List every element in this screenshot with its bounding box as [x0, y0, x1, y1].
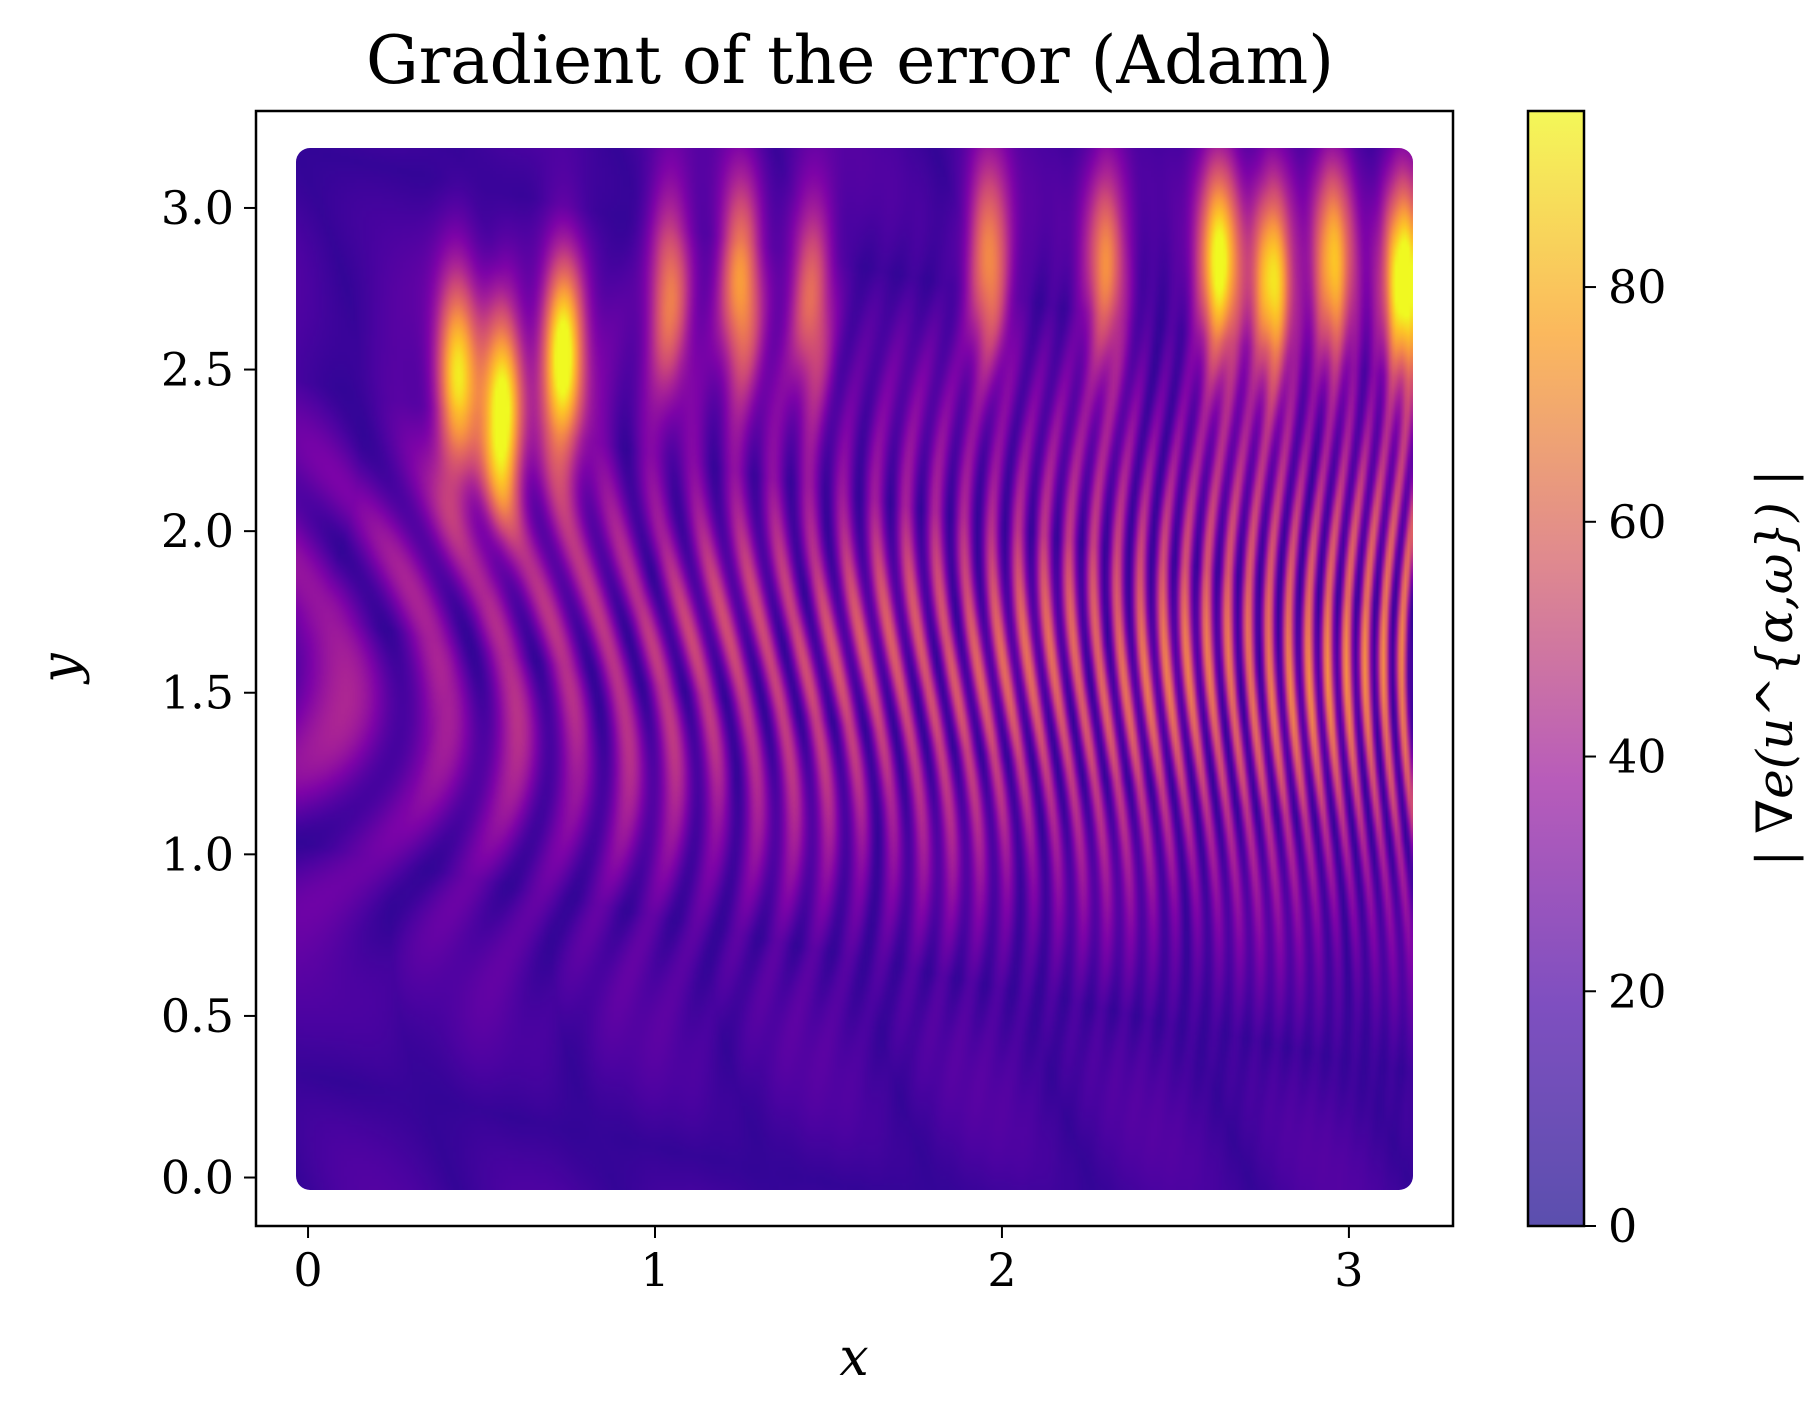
colorbar-label: | ∇e(u^{α,ω}) |: [1746, 469, 1804, 866]
x-tick-label: 3: [1334, 1243, 1363, 1297]
x-axis-label: x: [839, 1328, 868, 1388]
colorbar-tick-label: 0: [1608, 1199, 1637, 1253]
y-tick-label: 2.5: [161, 343, 234, 397]
colorbar-tick-label: 20: [1608, 964, 1667, 1018]
x-axis-ticks: 0 1 2 3: [293, 1226, 1364, 1297]
y-tick-label: 0.5: [161, 989, 234, 1043]
y-tick-label: 3.0: [161, 181, 234, 235]
colorbar-tick-label: 80: [1608, 260, 1667, 314]
plot-frame: [254, 109, 1455, 1228]
chart-title: Gradient of the error (Adam): [366, 22, 1334, 99]
x-tick-label: 2: [987, 1243, 1016, 1297]
colorbar: [1526, 109, 1586, 1228]
colorbar-tick-label: 60: [1608, 495, 1667, 549]
x-tick-label: 1: [640, 1243, 669, 1297]
y-tick-label: 2.0: [161, 504, 234, 558]
heatmap-image: [296, 148, 1413, 1190]
y-axis-label: y: [31, 653, 91, 685]
y-axis-ticks: 0.0 0.5 1.0 1.5 2.0 2.5 3.0: [161, 181, 256, 1205]
x-tick-label: 0: [293, 1243, 322, 1297]
colorbar-ticks: 0 20 40 60 80: [1584, 260, 1667, 1253]
y-tick-label: 1.0: [161, 827, 234, 881]
colorbar-tick-label: 40: [1608, 730, 1667, 784]
y-tick-label: 0.0: [161, 1151, 234, 1205]
y-tick-label: 1.5: [161, 666, 234, 720]
